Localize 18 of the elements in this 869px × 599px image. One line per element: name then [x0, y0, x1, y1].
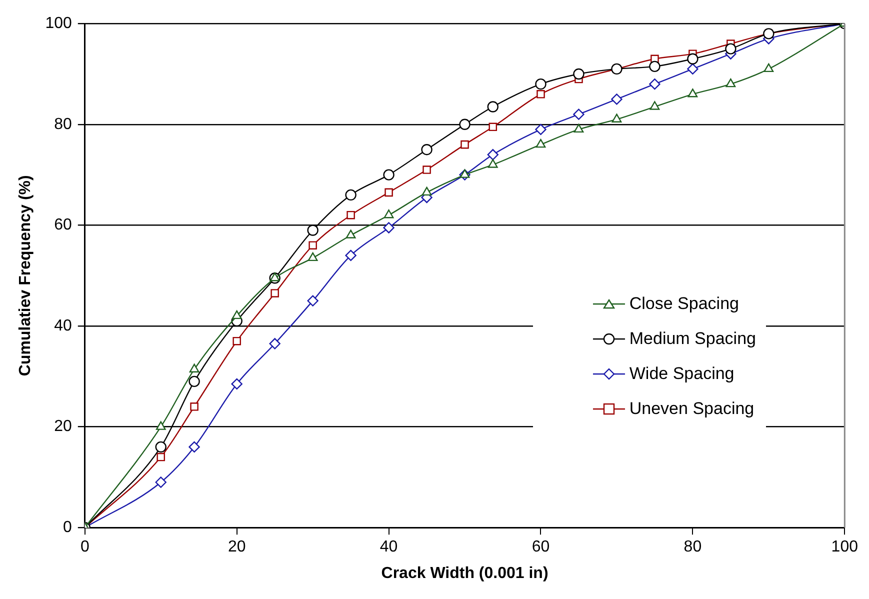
y-tick-label: 80: [54, 116, 72, 133]
x-tick-label: 0: [80, 538, 90, 556]
x-tick-label: 100: [831, 538, 858, 556]
y-tick-label: 0: [62, 519, 72, 536]
y-tick-label: 100: [45, 15, 72, 32]
legend-label: Close Spacing: [629, 294, 739, 314]
x-tick-label: 20: [228, 538, 246, 556]
y-tick-label: 20: [54, 418, 72, 436]
y-tick-label: 40: [54, 317, 72, 334]
x-tick-label: 40: [380, 538, 398, 556]
y-tick-label: 60: [54, 216, 72, 234]
legend-label: Medium Spacing: [629, 328, 756, 348]
x-tick-label: 80: [684, 538, 702, 556]
legend-label: Uneven Spacing: [629, 398, 754, 418]
x-axis-title: Crack Width (0.001 in): [381, 564, 548, 582]
x-tick-label: 60: [532, 538, 550, 556]
y-axis-title: Cumulatiev Frequency (%): [17, 175, 34, 376]
legend-label: Wide Spacing: [629, 364, 734, 384]
